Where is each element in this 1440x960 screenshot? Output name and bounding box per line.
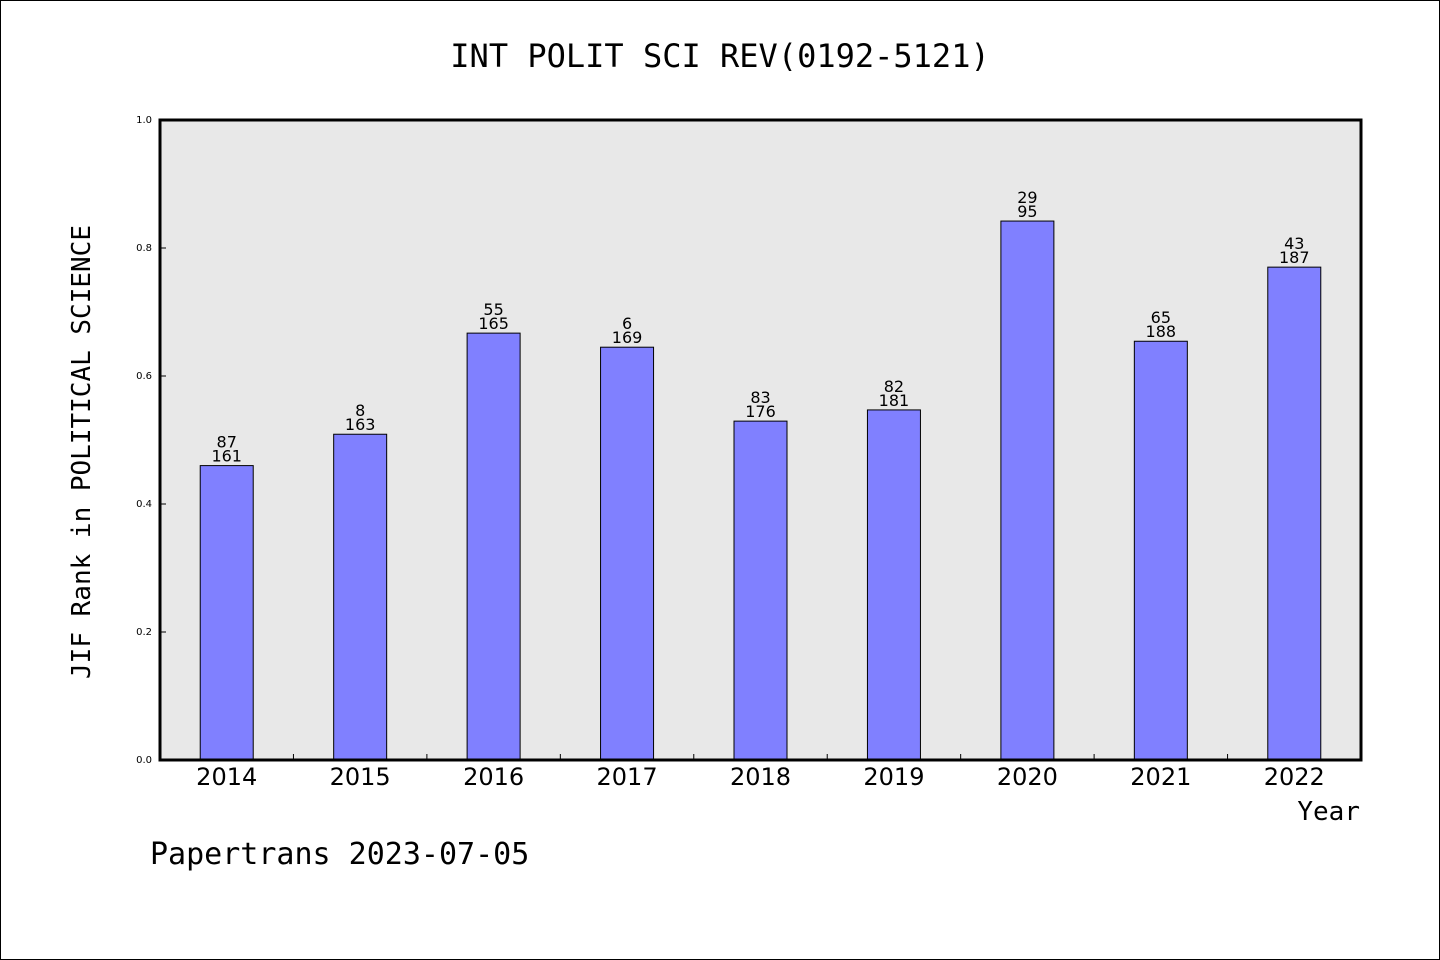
bar-rank-label: 55 [483, 300, 503, 319]
bar-rank-label: 87 [217, 433, 237, 452]
bar-rank-label: 8 [355, 401, 365, 420]
y-tick-label: 0.6 [136, 371, 152, 382]
bar-total-label: 161 [211, 447, 242, 466]
bar-total-label: 181 [879, 391, 910, 410]
plot-border [158, 118, 1363, 762]
bars-group [199, 220, 1322, 761]
y-tick-label: 0.8 [136, 243, 152, 254]
x-tick-label: 2014 [196, 763, 257, 791]
bar-rank-label: 83 [750, 388, 770, 407]
x-tick-label: 2019 [863, 763, 924, 791]
x-tick-label: 2021 [1130, 763, 1191, 791]
bar-rank-label: 29 [1017, 188, 1037, 207]
x-tick-label: 2017 [597, 763, 658, 791]
y-tick-label: 0.2 [136, 627, 152, 638]
y-tick-label: 0.0 [136, 755, 152, 766]
bar-rank-label: 65 [1151, 308, 1171, 327]
bar-total-label: 95 [1017, 202, 1037, 221]
chart-title: INT POLIT SCI REV(0192-5121) [450, 37, 989, 75]
x-axis-label: Year [1297, 797, 1360, 827]
x-tick-label: 2016 [463, 763, 524, 791]
bar-2014 [199, 465, 254, 761]
bar-2015 [333, 433, 388, 761]
bar-rank-label: 6 [622, 314, 632, 333]
bar-total-label: 169 [612, 328, 643, 347]
bar-2022 [1267, 266, 1322, 761]
y-tick-label: 0.4 [136, 499, 152, 510]
bar-total-label: 163 [345, 415, 376, 434]
bar-total-label: 176 [745, 402, 776, 421]
x-tick-label: 2022 [1264, 763, 1325, 791]
x-tick-label: 2018 [730, 763, 791, 791]
bar-rank-label: 82 [884, 377, 904, 396]
bar-total-label: 165 [478, 314, 509, 333]
bar-2018 [733, 420, 788, 761]
bar-2017 [600, 346, 655, 761]
bar-rank-label: 43 [1284, 234, 1304, 253]
y-axis-label: JIF Rank in POLITICAL SCIENCE [67, 225, 97, 679]
x-tick-label: 2015 [330, 763, 391, 791]
x-axis: 2014 2015 2016 2017 2018 2019 2020 2021 2022 [196, 754, 1325, 791]
bar-total-label: 188 [1146, 322, 1177, 341]
bar-2020 [1000, 220, 1055, 761]
x-tick-label: 2020 [997, 763, 1058, 791]
footer-text: Papertrans 2023-07-05 [150, 837, 529, 872]
y-tick-label: 1.0 [136, 115, 152, 126]
bar-2016 [466, 332, 521, 761]
bar-2021 [1133, 340, 1188, 761]
bar-total-label: 187 [1279, 248, 1310, 267]
bar-2019 [866, 409, 921, 761]
